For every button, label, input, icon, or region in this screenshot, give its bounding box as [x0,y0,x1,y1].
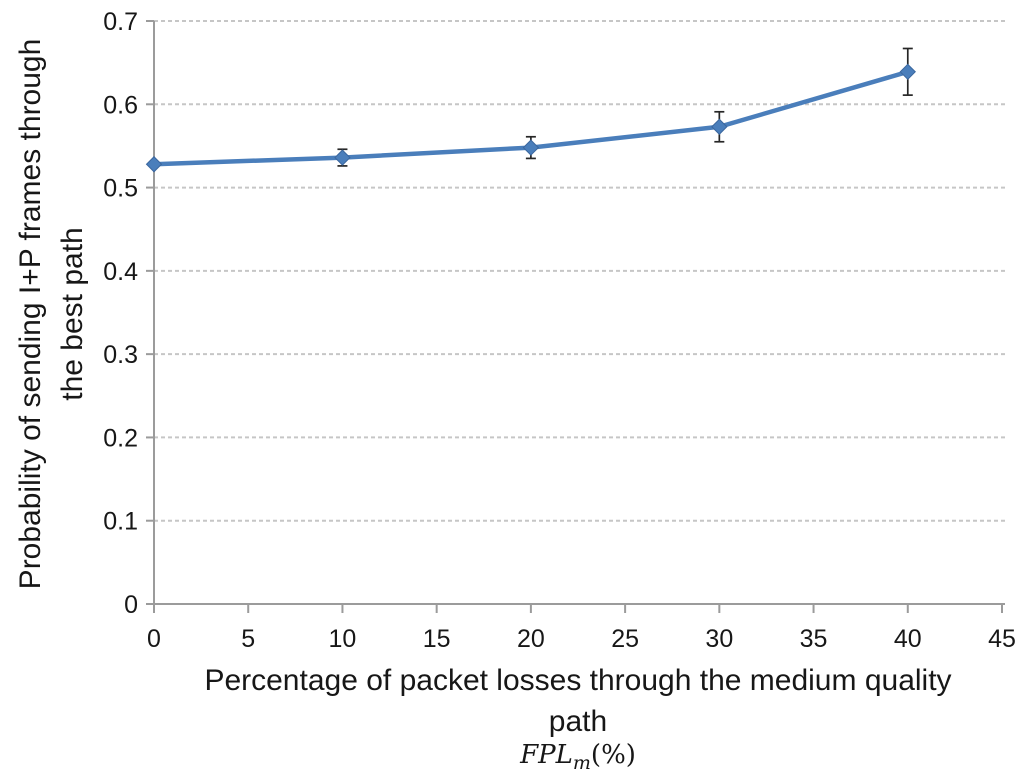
data-point-marker [145,156,163,173]
x-tick-label: 5 [241,625,255,653]
data-point-marker [522,139,540,156]
y-tick-label: 0.4 [103,258,138,286]
x-axis-math-label: FPLm(%) [154,740,1002,773]
x-tick-label: 45 [988,625,1016,653]
math-symbol: FPL [520,740,573,770]
x-tick-label: 15 [423,625,451,653]
y-tick-label: 0.5 [103,175,138,203]
y-tick-label: 0.6 [103,91,138,119]
y-axis-title: Probability of sending I+P frames throug… [10,4,94,624]
x-axis-title-line1: Percentage of packet losses through the … [204,664,952,697]
y-tick-label: 0.1 [103,508,138,536]
x-tick-label: 10 [329,625,357,653]
x-tick-label: 25 [611,625,639,653]
data-point-marker [899,63,916,81]
data-point-marker [334,149,351,166]
y-tick-label: 0 [124,591,138,619]
x-tick-label: 0 [147,625,161,653]
y-tick-label: 0.3 [103,341,138,369]
math-subscript: m [572,752,591,775]
math-units: (%) [590,740,636,770]
y-tick-label: 0.2 [103,424,138,452]
x-tick-label: 20 [517,625,545,653]
x-axis-title: Percentage of packet losses through the … [154,660,1002,742]
x-tick-label: 30 [705,625,733,653]
data-point-marker [711,118,728,135]
y-tick-label: 0.7 [103,8,138,36]
y-axis-title-line1: Probability of sending I+P frames throug… [14,38,47,590]
x-tick-label: 35 [800,625,828,653]
y-axis-title-line2: the best path [56,227,89,401]
x-axis-title-line2: path [548,705,608,738]
x-tick-label: 40 [894,625,922,653]
